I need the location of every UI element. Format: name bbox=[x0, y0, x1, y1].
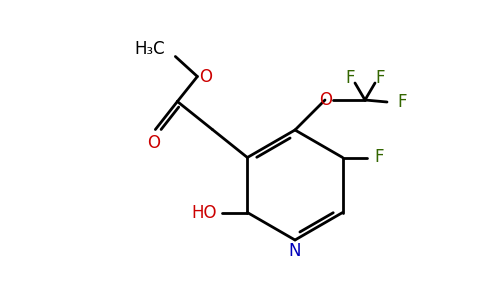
Text: F: F bbox=[375, 69, 385, 87]
Text: F: F bbox=[345, 69, 355, 87]
Text: O: O bbox=[319, 91, 333, 109]
Text: HO: HO bbox=[192, 203, 217, 221]
Text: O: O bbox=[147, 134, 160, 152]
Text: F: F bbox=[375, 148, 384, 166]
Text: H₃C: H₃C bbox=[135, 40, 166, 58]
Text: F: F bbox=[397, 93, 407, 111]
Text: N: N bbox=[289, 242, 301, 260]
Text: O: O bbox=[199, 68, 212, 85]
